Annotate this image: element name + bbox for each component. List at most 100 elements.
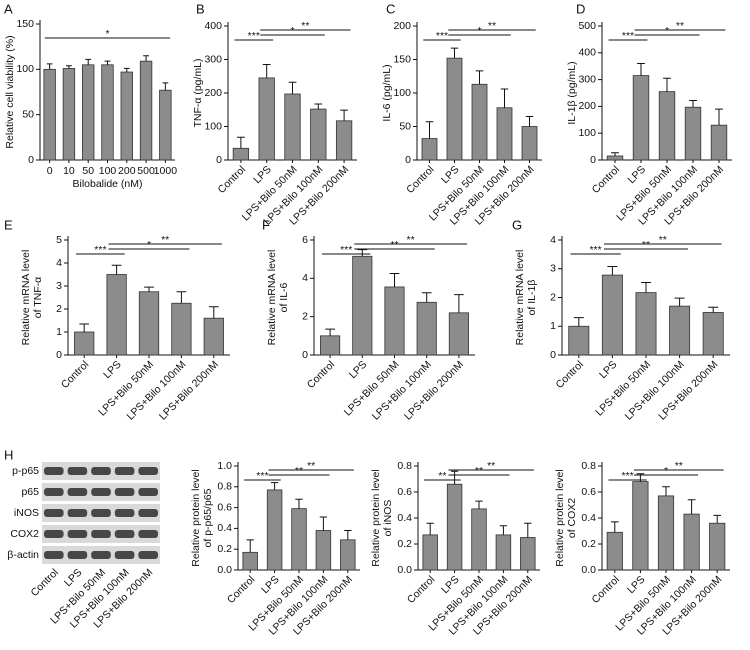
panel-letter: A <box>4 1 13 16</box>
blot-band <box>138 467 158 475</box>
panel-letter: E <box>4 217 13 232</box>
x-tick-label: 0 <box>47 165 53 177</box>
bar <box>635 292 657 356</box>
y-tick-label: 2 <box>302 310 308 322</box>
significance-label: ** <box>488 20 496 32</box>
error-bar <box>454 294 464 313</box>
y-tick-label: 1 <box>550 320 556 332</box>
y-axis-label: Relative protein level <box>190 469 202 566</box>
y-tick-label: 200 <box>578 100 596 112</box>
bar <box>139 60 153 161</box>
error-bar <box>573 317 584 327</box>
bar <box>632 75 650 161</box>
blot-band <box>114 551 135 559</box>
y-tick-label: 100 <box>393 87 411 99</box>
blot-band <box>138 488 158 496</box>
significance-label: ** <box>407 234 415 246</box>
error-bar <box>111 264 122 275</box>
y-axis-label: Relative cell viability (%) <box>4 35 16 148</box>
blot-band <box>138 530 158 538</box>
significance-label: *** <box>256 470 268 482</box>
bar <box>171 302 192 356</box>
y-tick-label: 0.6 <box>581 486 596 498</box>
bar <box>284 93 301 161</box>
bar <box>658 91 676 161</box>
error-bar <box>499 525 508 535</box>
bar <box>448 312 469 356</box>
bar <box>242 551 258 571</box>
bar <box>601 274 623 356</box>
y-tick-label: 200 <box>204 87 222 99</box>
blot-band <box>91 488 111 496</box>
bar <box>606 155 624 161</box>
blot-band <box>91 551 111 559</box>
bar <box>310 108 327 161</box>
x-tick-label: 1000 <box>154 165 178 177</box>
error-bar <box>123 67 130 73</box>
bar <box>471 508 487 571</box>
y-axis-label: of TNF-α <box>32 277 44 318</box>
y-tick-label: 0 <box>302 349 308 361</box>
blot-band <box>138 509 158 517</box>
bar <box>521 126 538 161</box>
y-tick-label: 0.6 <box>397 486 412 498</box>
significance-label: ** <box>161 234 169 246</box>
y-axis-label: Relative protein level <box>554 469 566 566</box>
error-bar <box>325 328 335 336</box>
y-tick-label: 400 <box>578 47 596 59</box>
error-bar <box>475 70 484 85</box>
y-tick-label: 0.8 <box>581 460 596 472</box>
blot-band <box>67 509 88 517</box>
y-tick-label: 4 <box>550 234 556 246</box>
y-axis-label: of COX2 <box>566 498 578 538</box>
panel-letter: C <box>386 1 395 16</box>
blot-band <box>91 509 111 517</box>
bar <box>203 317 224 356</box>
bar <box>421 138 438 161</box>
y-tick-label: 2 <box>56 303 62 315</box>
significance-label: * <box>665 25 669 37</box>
error-bar <box>46 63 53 70</box>
significance-label: * <box>477 25 481 37</box>
bar <box>709 522 726 571</box>
bar <box>62 68 76 161</box>
y-axis-label: Relative mRNA level <box>514 250 526 346</box>
error-bar <box>640 282 652 293</box>
y-tick-label: 0.2 <box>581 538 596 550</box>
blot-band <box>114 530 135 538</box>
bar <box>320 335 341 356</box>
bar <box>335 120 353 161</box>
error-bar <box>176 291 187 304</box>
error-bar <box>607 265 618 276</box>
y-tick-label: 3 <box>550 263 556 275</box>
bar <box>446 483 463 571</box>
significance-label: ** <box>438 470 446 482</box>
error-bar <box>450 47 459 59</box>
error-bar <box>237 136 245 149</box>
y-axis-label: IL-6 (pg/mL) <box>381 64 393 121</box>
significance-label: *** <box>94 244 106 256</box>
error-bar <box>295 498 303 509</box>
y-axis-label: of p-p65/p65 <box>202 488 214 547</box>
y-tick-label: 5 <box>56 234 62 246</box>
bar <box>291 508 307 571</box>
y-tick-label: 0.0 <box>217 564 232 576</box>
significance-label: *** <box>436 30 448 42</box>
bar <box>232 147 250 161</box>
error-bar <box>425 121 434 139</box>
y-tick-label: 150 <box>16 18 34 30</box>
blot-band <box>44 530 64 538</box>
blot-row-label: p65 <box>21 486 39 498</box>
error-bar <box>662 486 670 496</box>
bar <box>138 291 160 356</box>
error-bar <box>713 514 722 524</box>
bar <box>710 124 728 161</box>
blot-band <box>114 467 135 475</box>
blot-band <box>67 530 88 538</box>
error-bar <box>525 115 534 127</box>
significance-label: * <box>147 239 151 251</box>
significance-label: *** <box>589 244 601 256</box>
y-axis-label: TNF-α (pg/mL) <box>192 58 204 127</box>
significance-label: ** <box>295 465 303 477</box>
y-axis-label: of IL-1β <box>526 280 538 316</box>
